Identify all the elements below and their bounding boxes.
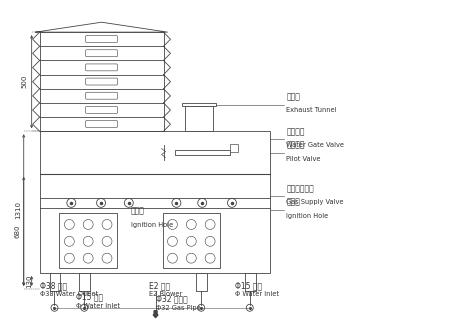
Text: Φ15 上水: Φ15 上水 — [76, 293, 104, 302]
Text: 500: 500 — [22, 75, 28, 88]
Text: Φ38 Water Outlet: Φ38 Water Outlet — [40, 291, 98, 297]
FancyArrow shape — [153, 311, 158, 318]
Text: 1310: 1310 — [15, 201, 21, 219]
Text: Gas Supply Valve: Gas Supply Valve — [287, 199, 344, 205]
FancyBboxPatch shape — [86, 36, 117, 42]
FancyBboxPatch shape — [86, 106, 117, 113]
Text: Pilot Valve: Pilot Valve — [287, 156, 321, 161]
Text: E2 風機: E2 風機 — [148, 281, 170, 290]
Bar — [40, 131, 270, 273]
Bar — [230, 144, 238, 152]
Bar — [182, 102, 216, 107]
FancyBboxPatch shape — [86, 92, 117, 99]
Text: Water Gate Valve: Water Gate Valve — [287, 142, 344, 148]
Text: Φ Water Inlet: Φ Water Inlet — [235, 291, 279, 297]
Text: 130: 130 — [27, 274, 33, 288]
Bar — [50, 273, 60, 291]
FancyBboxPatch shape — [86, 64, 117, 71]
Text: 點火棒: 點火棒 — [131, 207, 145, 216]
Text: Ignition Hole: Ignition Hole — [287, 213, 328, 219]
Bar — [185, 107, 213, 131]
Text: 水制開關: 水制開關 — [287, 127, 305, 136]
Bar — [79, 273, 90, 291]
Text: Φ Water Inlet: Φ Water Inlet — [76, 303, 120, 309]
Text: Φ15 上水: Φ15 上水 — [235, 281, 262, 290]
Text: Φ32 給氣位: Φ32 給氣位 — [156, 295, 187, 304]
Text: E2 Blower: E2 Blower — [148, 291, 182, 297]
Text: Ignition Hole: Ignition Hole — [131, 222, 173, 228]
Bar — [162, 213, 220, 268]
FancyBboxPatch shape — [86, 78, 117, 85]
Bar — [196, 273, 207, 291]
FancyBboxPatch shape — [86, 50, 117, 57]
FancyBboxPatch shape — [86, 121, 117, 127]
Text: 排煙口: 排煙口 — [287, 93, 300, 101]
Bar — [59, 213, 117, 268]
Text: 680: 680 — [15, 225, 21, 238]
Bar — [176, 150, 230, 155]
Text: 子火開關: 子火開關 — [287, 141, 305, 150]
Text: Φ38 去水: Φ38 去水 — [40, 281, 67, 290]
Text: Exhaust Tunnel: Exhaust Tunnel — [287, 108, 337, 113]
Text: Φ32 Gas Pipe: Φ32 Gas Pipe — [156, 305, 200, 311]
Text: 風氣運動開關: 風氣運動開關 — [287, 184, 314, 193]
Bar — [245, 273, 256, 291]
Text: 礙火孔: 礙火孔 — [287, 198, 300, 207]
